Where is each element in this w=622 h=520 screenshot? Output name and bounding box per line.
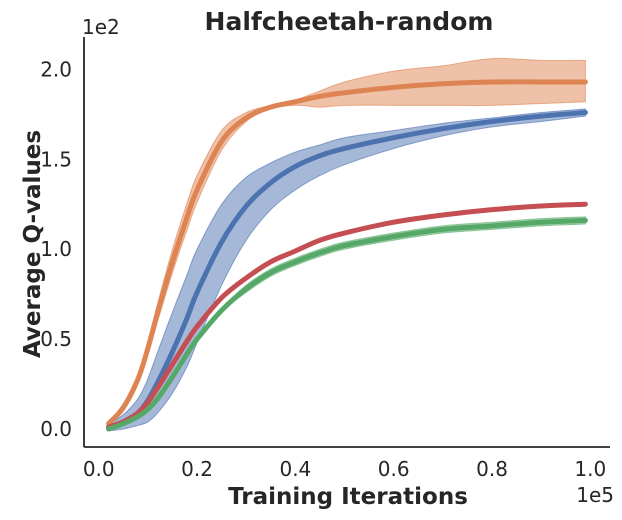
line-orange [106,79,588,427]
band-blue [108,108,586,432]
y-axis-label: Average Q-values [20,130,46,358]
x-axis-label: Training Iterations [228,484,468,510]
chart-title: Halfcheetah-random [205,7,494,36]
x-tick-label: 0.2 [181,457,213,481]
y-tick-label: 0.0 [40,417,72,441]
x-scale-label: 1e5 [576,483,614,507]
y-axis-ticks: 0.0 0.5 1.0 1.5 2.0 [40,57,72,441]
x-tick-label: 0.8 [476,457,508,481]
x-axis-ticks: 0.0 0.2 0.4 0.6 0.8 1.0 [83,457,606,481]
y-tick-label: 1.5 [40,147,72,171]
y-tick-label: 0.5 [40,327,72,351]
x-tick-label: 1.0 [574,457,606,481]
y-tick-label: 2.0 [40,57,72,81]
y-scale-label: 1e2 [82,15,120,39]
line-red [106,201,588,430]
y-tick-label: 1.0 [40,237,72,261]
x-tick-label: 0.6 [378,457,410,481]
band-orange [108,57,586,427]
line-green [106,217,588,432]
x-tick-label: 0.0 [83,457,115,481]
x-tick-label: 0.4 [279,457,311,481]
series-lines [106,79,588,432]
